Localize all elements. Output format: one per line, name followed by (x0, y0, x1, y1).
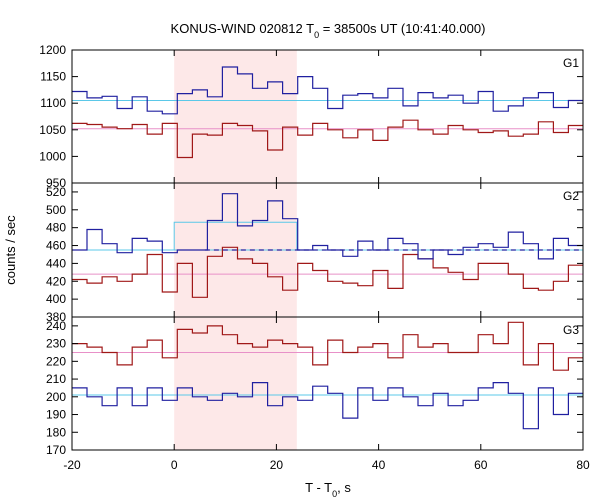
y-tick-label: 1150 (40, 70, 66, 84)
y-tick-label: 950 (46, 176, 66, 190)
plot-area: 95010001050110011501200G1380400420440460… (39, 43, 590, 472)
x-tick-label: 40 (372, 458, 386, 472)
panel-g1: 950 1000 1050 1100 1150 1200 G1 (39, 43, 584, 190)
red-count-histogram (72, 246, 583, 298)
y-tick-label: 440 (46, 256, 66, 270)
y-tick-label: 1000 (39, 149, 66, 163)
red-count-histogram (72, 321, 583, 371)
y-tick-label: 210 (46, 372, 66, 386)
y-tick-label: 230 (46, 337, 66, 351)
x-tick-label: 80 (576, 458, 590, 472)
y-tick-label: 1050 (39, 123, 66, 137)
y-tick-label: 180 (46, 425, 66, 439)
y-tick-label: 520 (46, 185, 66, 199)
burst-interval-highlight (174, 317, 297, 450)
blue-count-histogram (72, 382, 583, 430)
y-tick-label: 480 (46, 221, 66, 235)
y-tick-label: 400 (46, 292, 66, 306)
y-tick-label: 380 (46, 310, 66, 324)
x-tick-label: -20 (63, 458, 81, 472)
blue-burst-level (173, 221, 298, 250)
panel-label: G2 (563, 189, 579, 203)
x-axis-label: T - T0, s (305, 480, 351, 499)
panel-label: G3 (563, 323, 579, 337)
y-tick-label: 500 (46, 203, 66, 217)
y-tick-label: 190 (46, 408, 66, 422)
chart-title: KONUS-WIND 020812 T0 = 38500s UT (10:41:… (171, 21, 486, 40)
y-tick-label: 1100 (40, 96, 66, 110)
x-tick-label: 60 (474, 458, 488, 472)
y-tick-label: 170 (46, 443, 66, 457)
y-axis-label: counts / sec (3, 215, 18, 285)
y-tick-label: 240 (46, 319, 66, 333)
blue-count-histogram (72, 193, 583, 260)
y-tick-label: 220 (46, 354, 66, 368)
red-count-histogram (72, 119, 583, 159)
x-tick-label: 20 (270, 458, 284, 472)
y-tick-label: 420 (46, 274, 66, 288)
y-tick-label: 460 (46, 239, 66, 253)
panel-label: G1 (563, 56, 579, 70)
y-tick-label: 200 (46, 390, 66, 404)
panel-g2: 380 400 420 440 460 480 500 520 G2 (46, 182, 584, 324)
panel-g3: 170 180 190 200 210 220 230 240 G3 (46, 316, 584, 457)
y-tick-label: 1200 (39, 43, 66, 57)
panel-frame (71, 316, 584, 451)
burst-interval-highlight (174, 50, 297, 183)
x-tick-label: 0 (171, 458, 178, 472)
blue-count-histogram (72, 66, 583, 115)
panel-frame (71, 49, 584, 184)
